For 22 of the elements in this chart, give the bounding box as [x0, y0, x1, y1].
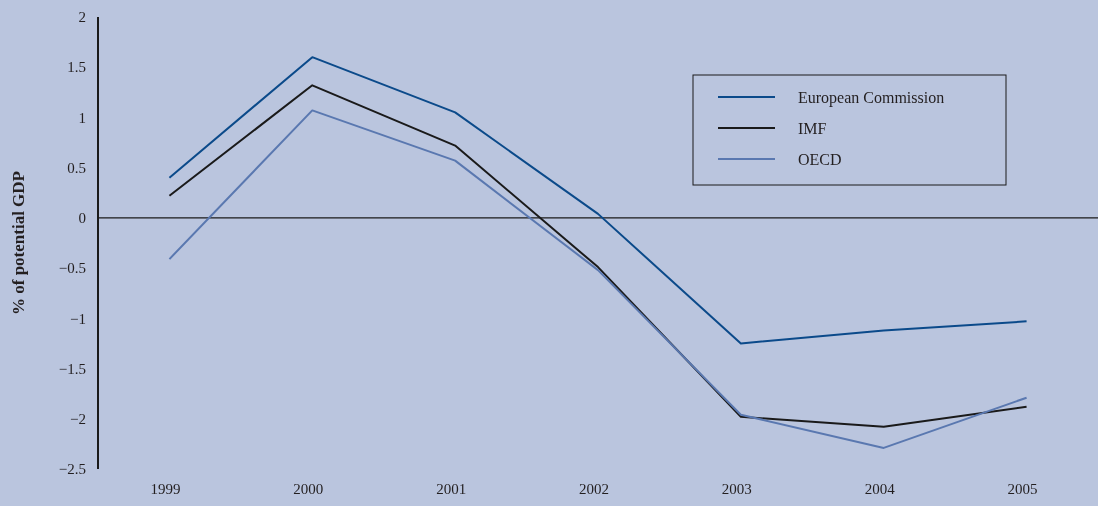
legend-label: OECD [798, 150, 842, 168]
y-tick-label: −1 [70, 310, 86, 327]
y-tick-label: 1 [78, 109, 86, 126]
y-tick-label: 1.5 [67, 59, 86, 76]
x-tick-label: 1999 [150, 481, 181, 497]
y-tick-label: 2 [78, 9, 86, 26]
y-tick-label: −2 [70, 411, 86, 428]
x-tick-label: 2001 [436, 481, 467, 497]
x-tick-label: 2005 [1007, 481, 1038, 497]
x-tick-label: 2003 [721, 481, 752, 497]
x-tick-label: 2000 [293, 481, 324, 497]
legend-label: European Commission [798, 88, 945, 107]
y-tick-label: −0.5 [58, 260, 86, 277]
y-tick-label: −1.5 [58, 360, 86, 377]
y-tick-label: 0 [78, 210, 86, 227]
y-tick-label: 0.5 [67, 159, 86, 176]
x-tick-label: 2002 [579, 481, 609, 497]
line-series [168, 56, 1028, 345]
y-axis-title: % of potential GDP [9, 170, 28, 316]
legend-label: IMF [798, 119, 827, 137]
y-tick-label: −2.5 [58, 461, 86, 478]
x-tick-label: 2004 [864, 481, 896, 497]
